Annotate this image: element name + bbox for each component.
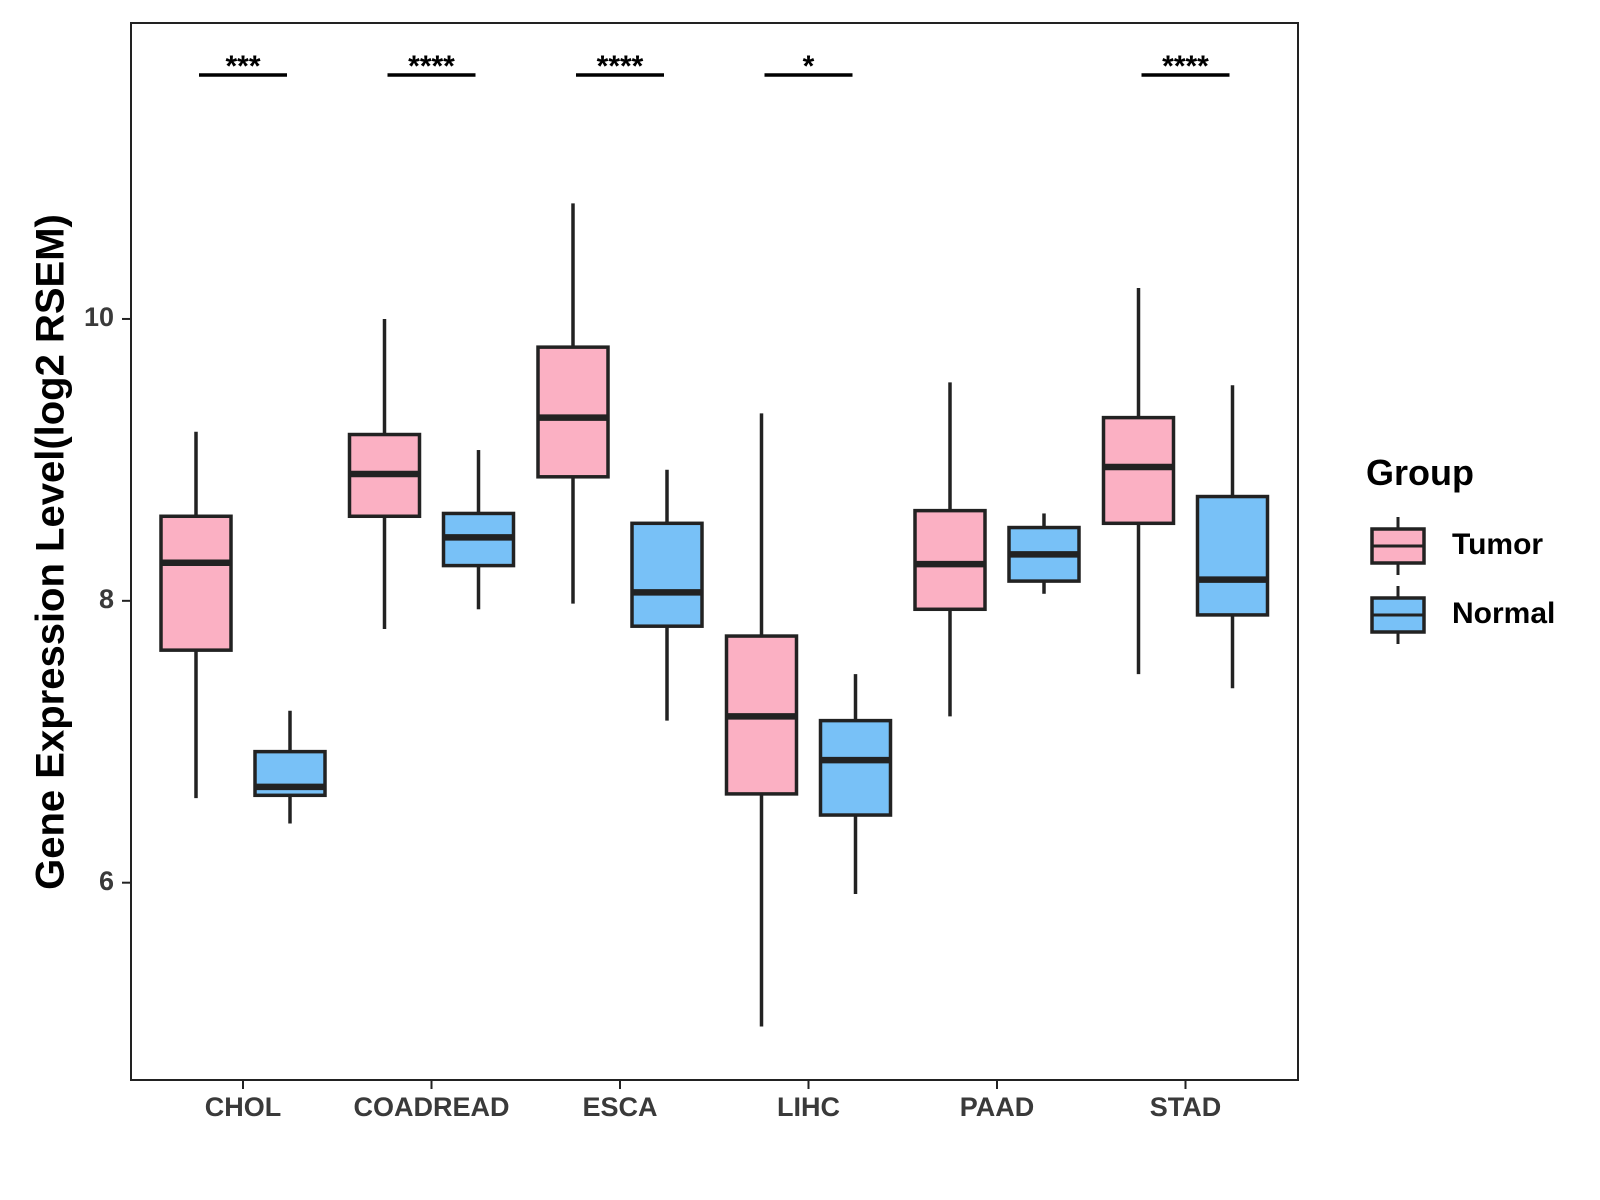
- y-tick-label: 8: [99, 584, 114, 614]
- box-tumor-paad: [913, 382, 987, 717]
- plot-panel: [130, 22, 1299, 1081]
- box-normal-paad: [1007, 513, 1081, 594]
- box-normal-chol: [253, 710, 327, 824]
- box-body: [159, 514, 233, 652]
- box-normal-stad: [1195, 385, 1270, 689]
- boxes-layer: [159, 203, 1270, 1027]
- x-axis: CHOL COADREAD ESCA LIHC PAAD STAD: [205, 1080, 1222, 1122]
- y-axis: 6 8 10: [84, 302, 131, 896]
- significance-label: *: [803, 50, 815, 83]
- box-tumor-stad: [1101, 287, 1176, 675]
- y-tick-label: 10: [84, 302, 114, 332]
- legend: Group Tumor Normal: [1366, 452, 1555, 644]
- significance-layer: *** **** **** * ****: [199, 50, 1230, 83]
- legend-item-tumor: Tumor: [1370, 517, 1543, 575]
- box-tumor-lihc: [724, 413, 799, 1027]
- y-axis-title: Gene Expression Level(log2 RSEM): [29, 214, 73, 890]
- box-normal-esca: [630, 469, 704, 721]
- box-body: [818, 718, 893, 817]
- legend-label: Tumor: [1452, 528, 1543, 561]
- legend-label: Normal: [1452, 597, 1555, 630]
- x-tick-label: LIHC: [777, 1092, 840, 1122]
- box-body: [1195, 494, 1270, 617]
- x-tick-label: CHOL: [205, 1092, 282, 1122]
- box-normal-lihc: [818, 674, 893, 894]
- box-body: [913, 508, 987, 612]
- significance-label: ****: [597, 50, 644, 83]
- box-body: [630, 521, 704, 628]
- significance-label: ****: [1162, 50, 1209, 83]
- legend-item-normal: Normal: [1370, 586, 1555, 644]
- box-tumor-coadread: [347, 318, 422, 630]
- x-tick-label: COADREAD: [353, 1092, 509, 1122]
- box-body: [536, 345, 610, 479]
- x-tick-label: PAAD: [960, 1092, 1035, 1122]
- box-tumor-chol: [159, 431, 233, 799]
- y-tick-label: 6: [99, 866, 114, 896]
- x-tick-label: ESCA: [582, 1092, 657, 1122]
- box-tumor-esca: [536, 203, 610, 604]
- significance-label: ****: [408, 50, 455, 83]
- legend-title: Group: [1366, 452, 1474, 493]
- x-tick-label: STAD: [1150, 1092, 1222, 1122]
- box-body: [1101, 415, 1176, 526]
- box-normal-coadread: [441, 450, 516, 610]
- significance-label: ***: [225, 50, 260, 83]
